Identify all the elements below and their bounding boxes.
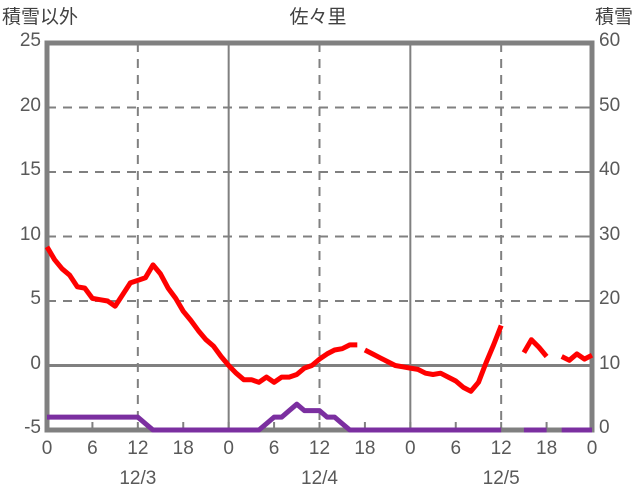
series-line-other-precip [521, 337, 549, 359]
series-line-snow-depth [47, 401, 502, 433]
y-axis-right-tick: 0 [599, 417, 610, 438]
left-axis-title: 積雪以外 [2, 7, 79, 28]
y-axis-right-tick: 60 [599, 30, 621, 51]
right-axis-title: 積雪 [594, 7, 633, 28]
y-axis-left-tick: 25 [19, 30, 41, 51]
y-axis-left-tick: -5 [24, 417, 41, 438]
x-axis-tick-label: 6 [268, 438, 280, 459]
y-axis-left-tick: 20 [19, 94, 41, 116]
series-line-other-precip [363, 324, 504, 394]
x-axis-tick-label: 6 [87, 438, 98, 459]
series-line-other-precip [44, 245, 358, 385]
x-axis-day-label: 12/5 [482, 468, 520, 489]
y-axis-right-tick: 50 [599, 94, 621, 116]
x-axis-tick-label: 12 [308, 438, 331, 459]
x-axis-day-label: 12/4 [301, 468, 338, 489]
x-axis-tick-label: 18 [172, 438, 194, 459]
x-axis-tick-label: 12 [490, 438, 512, 459]
x-axis-tick-label: 18 [536, 438, 558, 459]
y-axis-right-tick: 40 [599, 159, 621, 180]
y-axis-left-tick: 5 [30, 288, 41, 309]
y-axis-left-tick: 0 [30, 352, 41, 374]
x-axis-tick-label: 0 [405, 438, 416, 459]
y-axis-left-tick: 10 [19, 223, 41, 245]
x-axis-tick-label: 6 [450, 438, 462, 459]
x-axis-tick-label: 12 [127, 438, 149, 459]
series-line-other-precip [560, 351, 594, 363]
y-axis-left-tick: 15 [19, 159, 41, 180]
y-axis-right-tick: 10 [599, 352, 621, 374]
x-axis-tick-label: 18 [354, 438, 376, 459]
y-axis-right-tick: 20 [599, 288, 621, 309]
x-axis-tick-label: 0 [41, 438, 53, 459]
y-axis-right-tick: 30 [599, 223, 621, 245]
x-axis-tick-label: 0 [223, 438, 234, 459]
x-axis-tick-label: 0 [586, 438, 598, 459]
page-title: 佐々里 [289, 7, 347, 28]
x-axis-day-label: 12/3 [119, 468, 157, 489]
